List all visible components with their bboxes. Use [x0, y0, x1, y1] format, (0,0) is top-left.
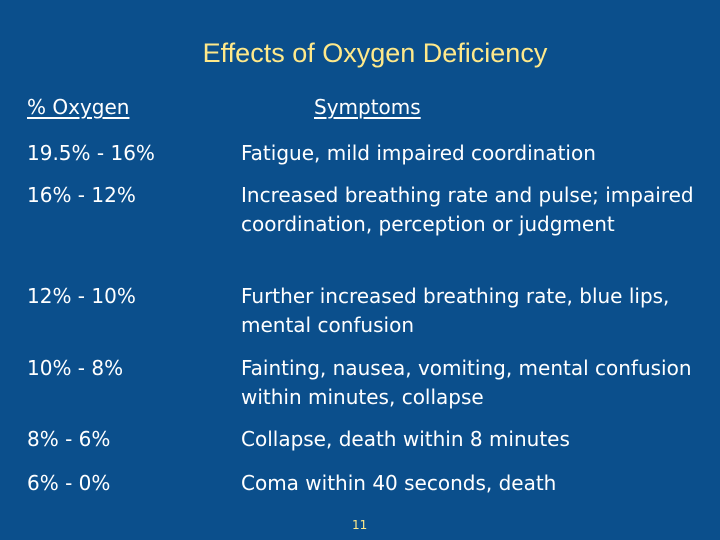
- symptom-text: Collapse, death within 8 minutes: [241, 427, 570, 451]
- oxygen-range: 12% - 10%: [27, 284, 136, 308]
- symptom-text: Fatigue, mild impaired coordination: [241, 141, 596, 165]
- symptom-text: Fainting, nausea, vomiting, mental confu…: [241, 356, 692, 409]
- symptom-text: Increased breathing rate and pulse; impa…: [241, 183, 694, 236]
- oxygen-range: 10% - 8%: [27, 356, 124, 380]
- symptoms-column-header: Symptoms: [314, 95, 421, 119]
- slide-title: Effects of Oxygen Deficiency: [202, 38, 548, 68]
- symptom-text: Coma within 40 seconds, death: [241, 471, 557, 495]
- oxygen-range: 6% - 0%: [27, 471, 111, 495]
- oxygen-column-header: % Oxygen: [27, 95, 130, 119]
- page-number: 11: [352, 518, 368, 532]
- oxygen-range: 16% - 12%: [27, 183, 136, 207]
- oxygen-range: 19.5% - 16%: [27, 141, 155, 165]
- symptom-text: Further increased breathing rate, blue l…: [241, 284, 670, 337]
- oxygen-range: 8% - 6%: [27, 427, 111, 451]
